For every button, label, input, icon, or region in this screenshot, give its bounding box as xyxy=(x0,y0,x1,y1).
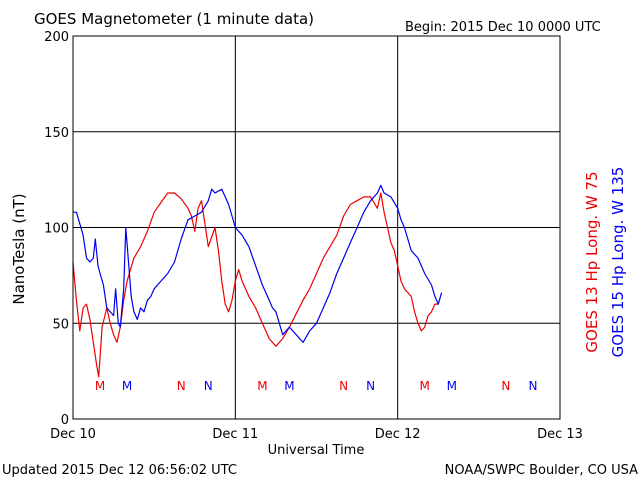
x-tick-label: Dec 10 xyxy=(50,427,96,442)
begin-time-label: Begin: 2015 Dec 10 0000 UTC xyxy=(405,20,601,35)
mn-marker: M xyxy=(420,379,430,393)
footer-source: NOAA/SWPC Boulder, CO USA xyxy=(445,463,638,478)
y-tick-label: 0 xyxy=(61,413,69,428)
legend-goes15: GOES 15 Hp Long. W 135 xyxy=(609,167,627,358)
mn-marker: M xyxy=(95,379,105,393)
x-tick-label: Dec 13 xyxy=(537,427,583,442)
y-tick-label: 200 xyxy=(44,30,69,45)
series-line-goes15 xyxy=(73,184,443,343)
mn-marker: M xyxy=(447,379,457,393)
footer-updated: Updated 2015 Dec 12 06:56:02 UTC xyxy=(2,463,237,478)
y-tick-label: 50 xyxy=(52,317,69,332)
y-axis-ticks: 0 50 100 150 200 xyxy=(44,30,69,428)
mn-marker: M xyxy=(122,379,132,393)
series-line-goes13 xyxy=(72,192,439,378)
mn-marker: N xyxy=(501,379,510,393)
mn-marker: N xyxy=(204,379,213,393)
mn-marker: N xyxy=(339,379,348,393)
mn-marker: N xyxy=(366,379,375,393)
x-tick-label: Dec 11 xyxy=(212,427,258,442)
x-axis-label: Universal Time xyxy=(268,443,365,458)
mn-marker: N xyxy=(528,379,537,393)
x-tick-label: Dec 12 xyxy=(375,427,421,442)
y-tick-label: 150 xyxy=(44,126,69,141)
chart-title: GOES Magnetometer (1 minute data) xyxy=(34,10,314,28)
mn-marker: N xyxy=(177,379,186,393)
y-tick-label: 100 xyxy=(44,222,69,237)
mn-marker: M xyxy=(284,379,294,393)
legend-goes13: GOES 13 Hp Long. W 75 xyxy=(583,171,601,352)
series-lines xyxy=(72,184,443,378)
x-axis-ticks: Dec 10 Dec 11 Dec 12 Dec 13 xyxy=(50,427,583,442)
plot-frame xyxy=(72,35,561,420)
y-axis-label: NanoTesla (nT) xyxy=(10,193,28,304)
grid-lines xyxy=(73,36,560,419)
mn-marker: M xyxy=(257,379,267,393)
